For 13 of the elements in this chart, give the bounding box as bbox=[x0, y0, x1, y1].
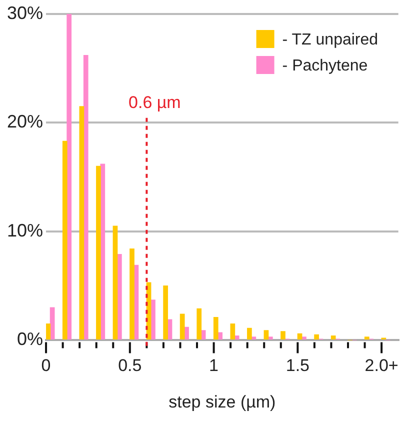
x-axis-title: step size (µm) bbox=[168, 392, 276, 412]
legend-label: - Pachytene bbox=[282, 57, 368, 74]
x-tick-label: 1.5 bbox=[286, 356, 310, 376]
y-tick-label: 20% bbox=[6, 112, 44, 132]
y-tick-label: 30% bbox=[6, 2, 44, 23]
x-tick-label: 0.5 bbox=[118, 356, 142, 376]
y-tick-label: 0% bbox=[17, 329, 44, 350]
x-tick-label: 1 bbox=[209, 356, 219, 376]
x-tick-label: 0 bbox=[41, 356, 51, 376]
ref-line-label: 0.6 µm bbox=[128, 93, 181, 112]
legend-label: - TZ unpaired bbox=[282, 31, 378, 48]
y-tick-label: 10% bbox=[6, 220, 44, 240]
x-tick-label: 2.0+ bbox=[364, 356, 398, 376]
